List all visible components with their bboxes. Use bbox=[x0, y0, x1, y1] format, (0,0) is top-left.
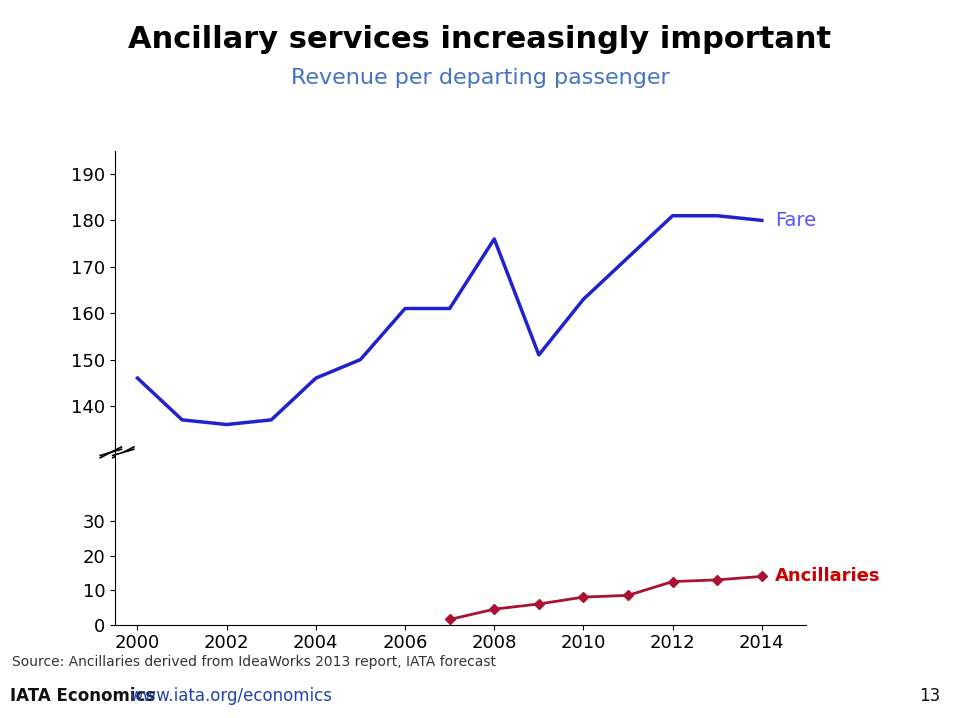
Text: Ancillaries: Ancillaries bbox=[775, 567, 880, 585]
Text: Fare: Fare bbox=[775, 211, 816, 230]
Text: Ancillary services increasingly important: Ancillary services increasingly importan… bbox=[129, 25, 831, 54]
Text: IATA Economics: IATA Economics bbox=[10, 686, 155, 705]
Text: www.iata.org/economics: www.iata.org/economics bbox=[130, 686, 332, 705]
Text: 13: 13 bbox=[920, 686, 941, 705]
Text: Revenue per departing passenger: Revenue per departing passenger bbox=[291, 68, 669, 88]
Text: Source: Ancillaries derived from IdeaWorks 2013 report, IATA forecast: Source: Ancillaries derived from IdeaWor… bbox=[12, 655, 495, 668]
